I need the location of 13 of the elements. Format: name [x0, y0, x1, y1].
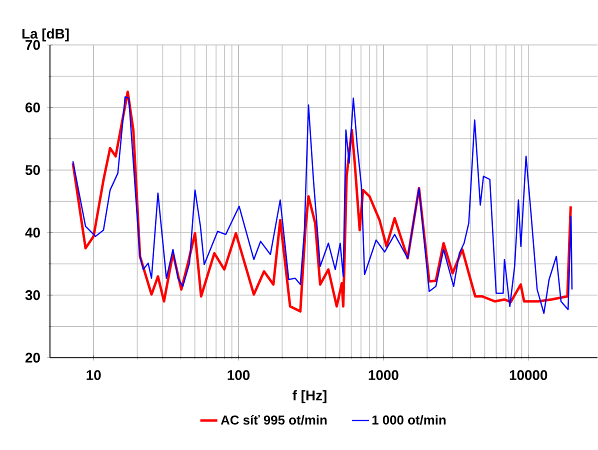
y-tick-label: 50	[25, 165, 40, 176]
x-tick-label: 10	[86, 370, 101, 380]
y-tick-label: 60	[25, 102, 40, 113]
x-tick-label: 100	[228, 370, 250, 380]
y-tick-label: 40	[25, 228, 40, 238]
x-tick-label: 10000	[510, 370, 548, 380]
y-tick-label: 20	[25, 352, 40, 363]
x-axis-title: f [Hz]	[292, 390, 326, 404]
legend-label: 1 000 ot/min	[372, 415, 446, 425]
y-tick-label: 30	[25, 290, 40, 300]
legend-label: AC síť 995 ot/min	[220, 415, 327, 425]
y-tick-label: 70	[26, 40, 40, 50]
x-tick-label: 1000	[368, 370, 398, 380]
